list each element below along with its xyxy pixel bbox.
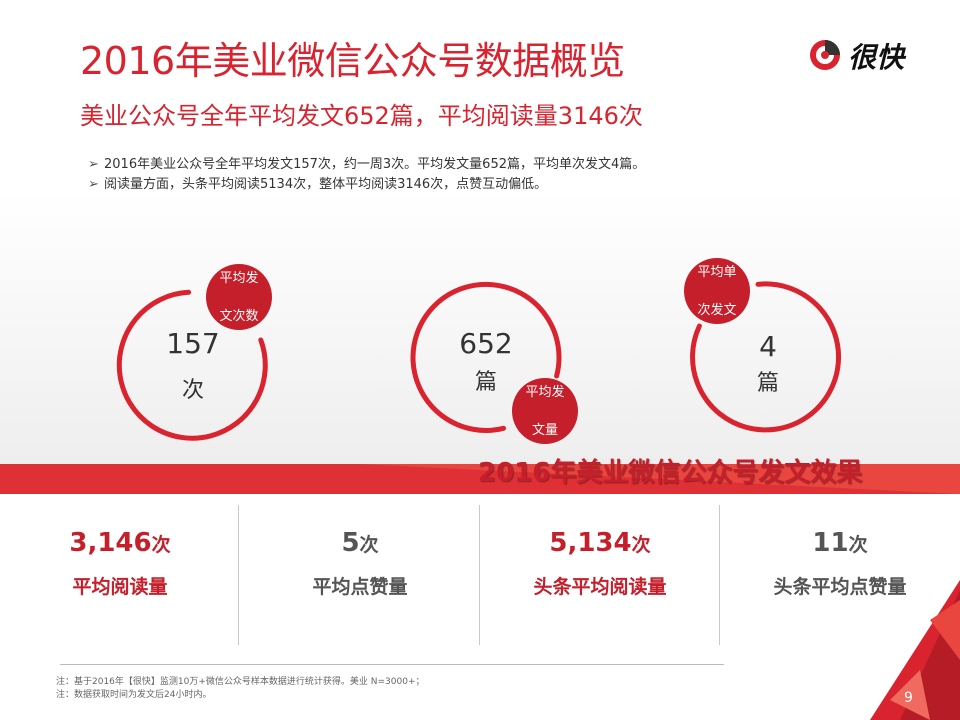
footer-divider [60,664,724,665]
footnotes: 注：基于2016年【很快】监测10万+微信公众号样本数据进行统计获得。美业 N=… [56,676,424,702]
stat-divider [479,505,480,645]
arrow-bullet-icon: ➢ [88,177,99,192]
page-title: 2016年美业微信公众号数据概览 [80,39,625,83]
section-title: 2016年美业微信公众号发文效果 [478,458,863,488]
stat-avg-reads: 3,146次 平均阅读量 [0,528,240,599]
badge-line: 文次数 [219,308,259,324]
stat-unit: 次 [631,534,651,556]
ring-unit-articles: 篇 [474,370,497,395]
ring-unit-per-post: 篇 [756,371,779,396]
badge-line: 文量 [531,422,558,438]
stat-value: 5,134次 [480,528,720,568]
bullet-list: ➢ 2016年美业公众号全年平均发文157次，约一周3次。平均发文量652篇，平均… [88,155,645,195]
section-stripe [0,464,960,494]
ring-value-articles: 652 [459,327,513,360]
logo-text: 很快 [848,41,905,74]
badge-avg-article-count: 平均发 文量 [512,378,578,444]
stat-unit: 次 [359,534,379,556]
bullet-item: ➢ 2016年美业公众号全年平均发文157次，约一周3次。平均发文量652篇，平均… [88,155,645,175]
corner-decoration [870,580,960,720]
stat-label: 头条平均点赞量 [773,576,907,598]
brand-logo: 很快 [808,36,928,76]
ring-arc-articles [410,281,562,433]
stat-value: 3,146次 [0,528,240,568]
stat-unit: 次 [848,534,868,556]
stat-number: 5 [341,528,360,558]
stat-number: 5,134 [549,528,632,558]
ring-arc-per-post [690,281,842,433]
stat-label: 头条平均阅读量 [533,576,667,598]
stat-avg-likes: 5次 平均点赞量 [240,528,480,599]
stat-number: 3,146 [69,528,152,558]
bullet-text: 2016年美业公众号全年平均发文157次，约一周3次。平均发文量652篇，平均单… [104,157,646,172]
stat-unit: 次 [151,534,171,556]
badge-avg-articles-per-post: 平均单 次发文 [684,258,750,324]
stat-label: 平均点赞量 [312,576,408,598]
page-number: 9 [904,690,913,706]
ring-arc-posts [116,289,268,441]
badge-line: 平均发 [525,384,565,400]
ring-value-per-post: 4 [759,330,777,363]
stat-value: 5次 [240,528,480,568]
bullet-text: 阅读量方面，头条平均阅读5134次，整体平均阅读3146次，点赞互动偏低。 [104,177,548,192]
stat-headline-reads: 5,134次 头条平均阅读量 [480,528,720,599]
stat-headline-likes: 11次 头条平均点赞量 [720,528,960,599]
footnote: 注：基于2016年【很快】监测10万+微信公众号样本数据进行统计获得。美业 N=… [56,677,425,687]
logo-icon [810,40,840,70]
badge-line: 平均发 [219,270,259,286]
stat-label: 平均阅读量 [72,576,168,598]
footnote: 注：数据获取时间为发文后24小时内。 [56,690,212,700]
ring-value-posts: 157 [166,327,220,360]
arrow-bullet-icon: ➢ [88,157,99,172]
stat-value: 11次 [720,528,960,568]
stat-divider [238,505,239,645]
badge-line: 平均单 [697,264,737,280]
ring-unit-posts: 次 [181,378,204,403]
badge-avg-post-count: 平均发 文次数 [206,264,272,330]
badge-line: 次发文 [697,302,737,318]
bullet-item: ➢ 阅读量方面，头条平均阅读5134次，整体平均阅读3146次，点赞互动偏低。 [88,175,645,195]
stat-number: 11 [812,528,849,558]
stat-divider [719,505,720,645]
page-subtitle: 美业公众号全年平均发文652篇，平均阅读量3146次 [80,102,643,130]
